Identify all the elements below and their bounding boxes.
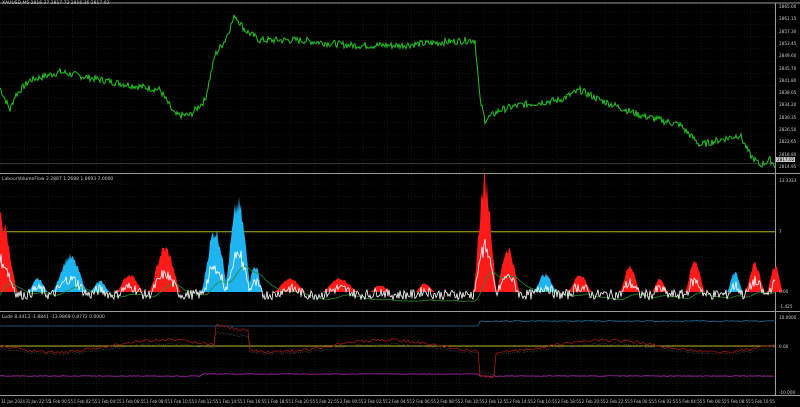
time-axis-label: 1 Feb 06:55 xyxy=(122,399,146,404)
ind1-axis-top: 13.3333 xyxy=(779,178,797,183)
histogram-bar-bear xyxy=(0,211,18,292)
time-axis-label: 1 Feb 20:55 xyxy=(291,399,316,404)
time-axis-label: 2 Feb 02:55 xyxy=(364,399,388,404)
ind2-axis-zero: 0.00 xyxy=(779,344,789,349)
price-axis-label: 2853.45 xyxy=(779,40,797,46)
price-axis-label: 2834.20 xyxy=(779,102,797,108)
ind1-axis-bottom: -1.425 xyxy=(779,304,793,309)
histogram-bar-bear xyxy=(116,274,144,292)
purple-line xyxy=(0,373,775,377)
ind1-axis-zero: 0.00 xyxy=(779,289,789,294)
histogram-bar-bear xyxy=(473,173,497,292)
ind2-axis-top: 10.0000 xyxy=(779,315,797,320)
main-chart-title: XAUUSD,M5 2816.37 2817.72 2816.36 2817.0… xyxy=(2,1,110,6)
time-axis-label: 2 Feb 12:55 xyxy=(485,399,509,404)
price-axis-label: 2838.05 xyxy=(779,90,797,96)
time-axis-label: 31 Jan 2024 xyxy=(1,399,25,404)
time-axis-label: 1 Feb 16:55 xyxy=(243,399,267,404)
time-axis-label: 31 Jan 22:55 xyxy=(25,399,51,404)
time-axis-label: 2 Feb 20:55 xyxy=(581,399,606,404)
price-line xyxy=(0,14,776,168)
time-axis-label: 2 Feb 22:55 xyxy=(606,399,630,404)
histogram-bar-bear xyxy=(568,275,592,292)
indicator2-title: Lude 8.4413 -1.8841 -13.9869 0.8772 0.00… xyxy=(2,315,105,320)
current-price-label: 2817.02 xyxy=(776,157,796,162)
histogram-bar-bull xyxy=(727,272,743,292)
time-axis-label: 5 Feb 08:55 xyxy=(727,399,751,404)
price-axis-label: 2865.00 xyxy=(779,4,797,9)
price-axis-label: 2818.80 xyxy=(779,151,797,157)
histogram-bar-bull xyxy=(247,266,263,292)
histogram-bar-bear xyxy=(767,265,783,292)
ind2-axis-bottom: -10.000 xyxy=(779,390,796,395)
time-axis-label: 2 Feb 18:55 xyxy=(557,399,582,404)
time-axis-label: 2 Feb 06:55 xyxy=(412,399,437,404)
time-axis-label: 1 Feb 08:55 xyxy=(146,399,170,404)
histogram-bar-bull xyxy=(224,196,252,292)
price-axis-label: 2849.60 xyxy=(779,53,797,59)
histogram-bar-bull xyxy=(52,253,88,292)
time-axis-label: 1 Feb 18:55 xyxy=(267,399,291,404)
histogram-bar-bear xyxy=(370,285,390,292)
slow-line xyxy=(0,265,776,303)
histogram-bar-bear xyxy=(652,279,668,292)
time-axis-label: 1 Feb 14:55 xyxy=(218,399,243,404)
time-axis-label: 1 Feb 10:55 xyxy=(170,399,195,404)
histogram-bar-bull xyxy=(201,229,229,292)
price-axis-label: 2841.80 xyxy=(779,77,797,83)
price-axis-label: 2857.30 xyxy=(779,28,797,34)
time-axis-label: 2 Feb 10:55 xyxy=(460,399,485,404)
price-axis-label: 2822.65 xyxy=(779,139,797,145)
time-axis-label: 5 Feb 02:55 xyxy=(654,399,679,404)
dotted-line xyxy=(0,331,775,375)
blue-line xyxy=(0,320,775,327)
time-axis-label: 1 Feb 00:55 xyxy=(49,399,74,404)
indicator1-title: LabourVolumeFlow 2.2887 1.2688 1.6693 7.… xyxy=(2,177,114,182)
time-axis-label: 2 Feb 16:55 xyxy=(533,399,558,404)
time-axis-label: 5 Feb 00:55 xyxy=(630,399,654,404)
price-axis-label: 2861.15 xyxy=(779,16,797,22)
histogram-bar-bear xyxy=(149,246,181,292)
time-axis-label: 2 Feb 14:55 xyxy=(509,399,533,404)
time-axis-label: 5 Feb 04:55 xyxy=(678,399,703,404)
price-axis-label: 2826.50 xyxy=(779,127,797,132)
histogram-bar-bull xyxy=(28,278,48,292)
time-axis-label: 5 Feb 06:55 xyxy=(702,399,727,404)
red-line xyxy=(0,323,775,379)
price-axis-label: 2830.35 xyxy=(779,114,797,120)
time-axis-label: 1 Feb 22:55 xyxy=(315,399,340,404)
time-axis-label: 2 Feb 00:55 xyxy=(339,399,364,404)
signal-line xyxy=(0,239,776,301)
price-axis-label: 2845.70 xyxy=(779,65,797,71)
price-axis-label: 2814.95 xyxy=(779,163,797,169)
ind1-axis-level: 7 xyxy=(779,229,782,234)
time-axis-label: 1 Feb 04:55 xyxy=(97,399,122,404)
time-axis-label: 2 Feb 08:55 xyxy=(436,399,461,404)
time-axis-label: 1 Feb 02:55 xyxy=(73,399,98,404)
time-axis-label: 1 Feb 12:55 xyxy=(194,399,219,404)
time-axis-label: 5 Feb 10:55 xyxy=(751,399,775,404)
time-axis-label: 2 Feb 04:55 xyxy=(388,399,412,404)
histogram-bar-bear xyxy=(274,278,306,292)
histogram-bar-bear xyxy=(322,277,358,292)
